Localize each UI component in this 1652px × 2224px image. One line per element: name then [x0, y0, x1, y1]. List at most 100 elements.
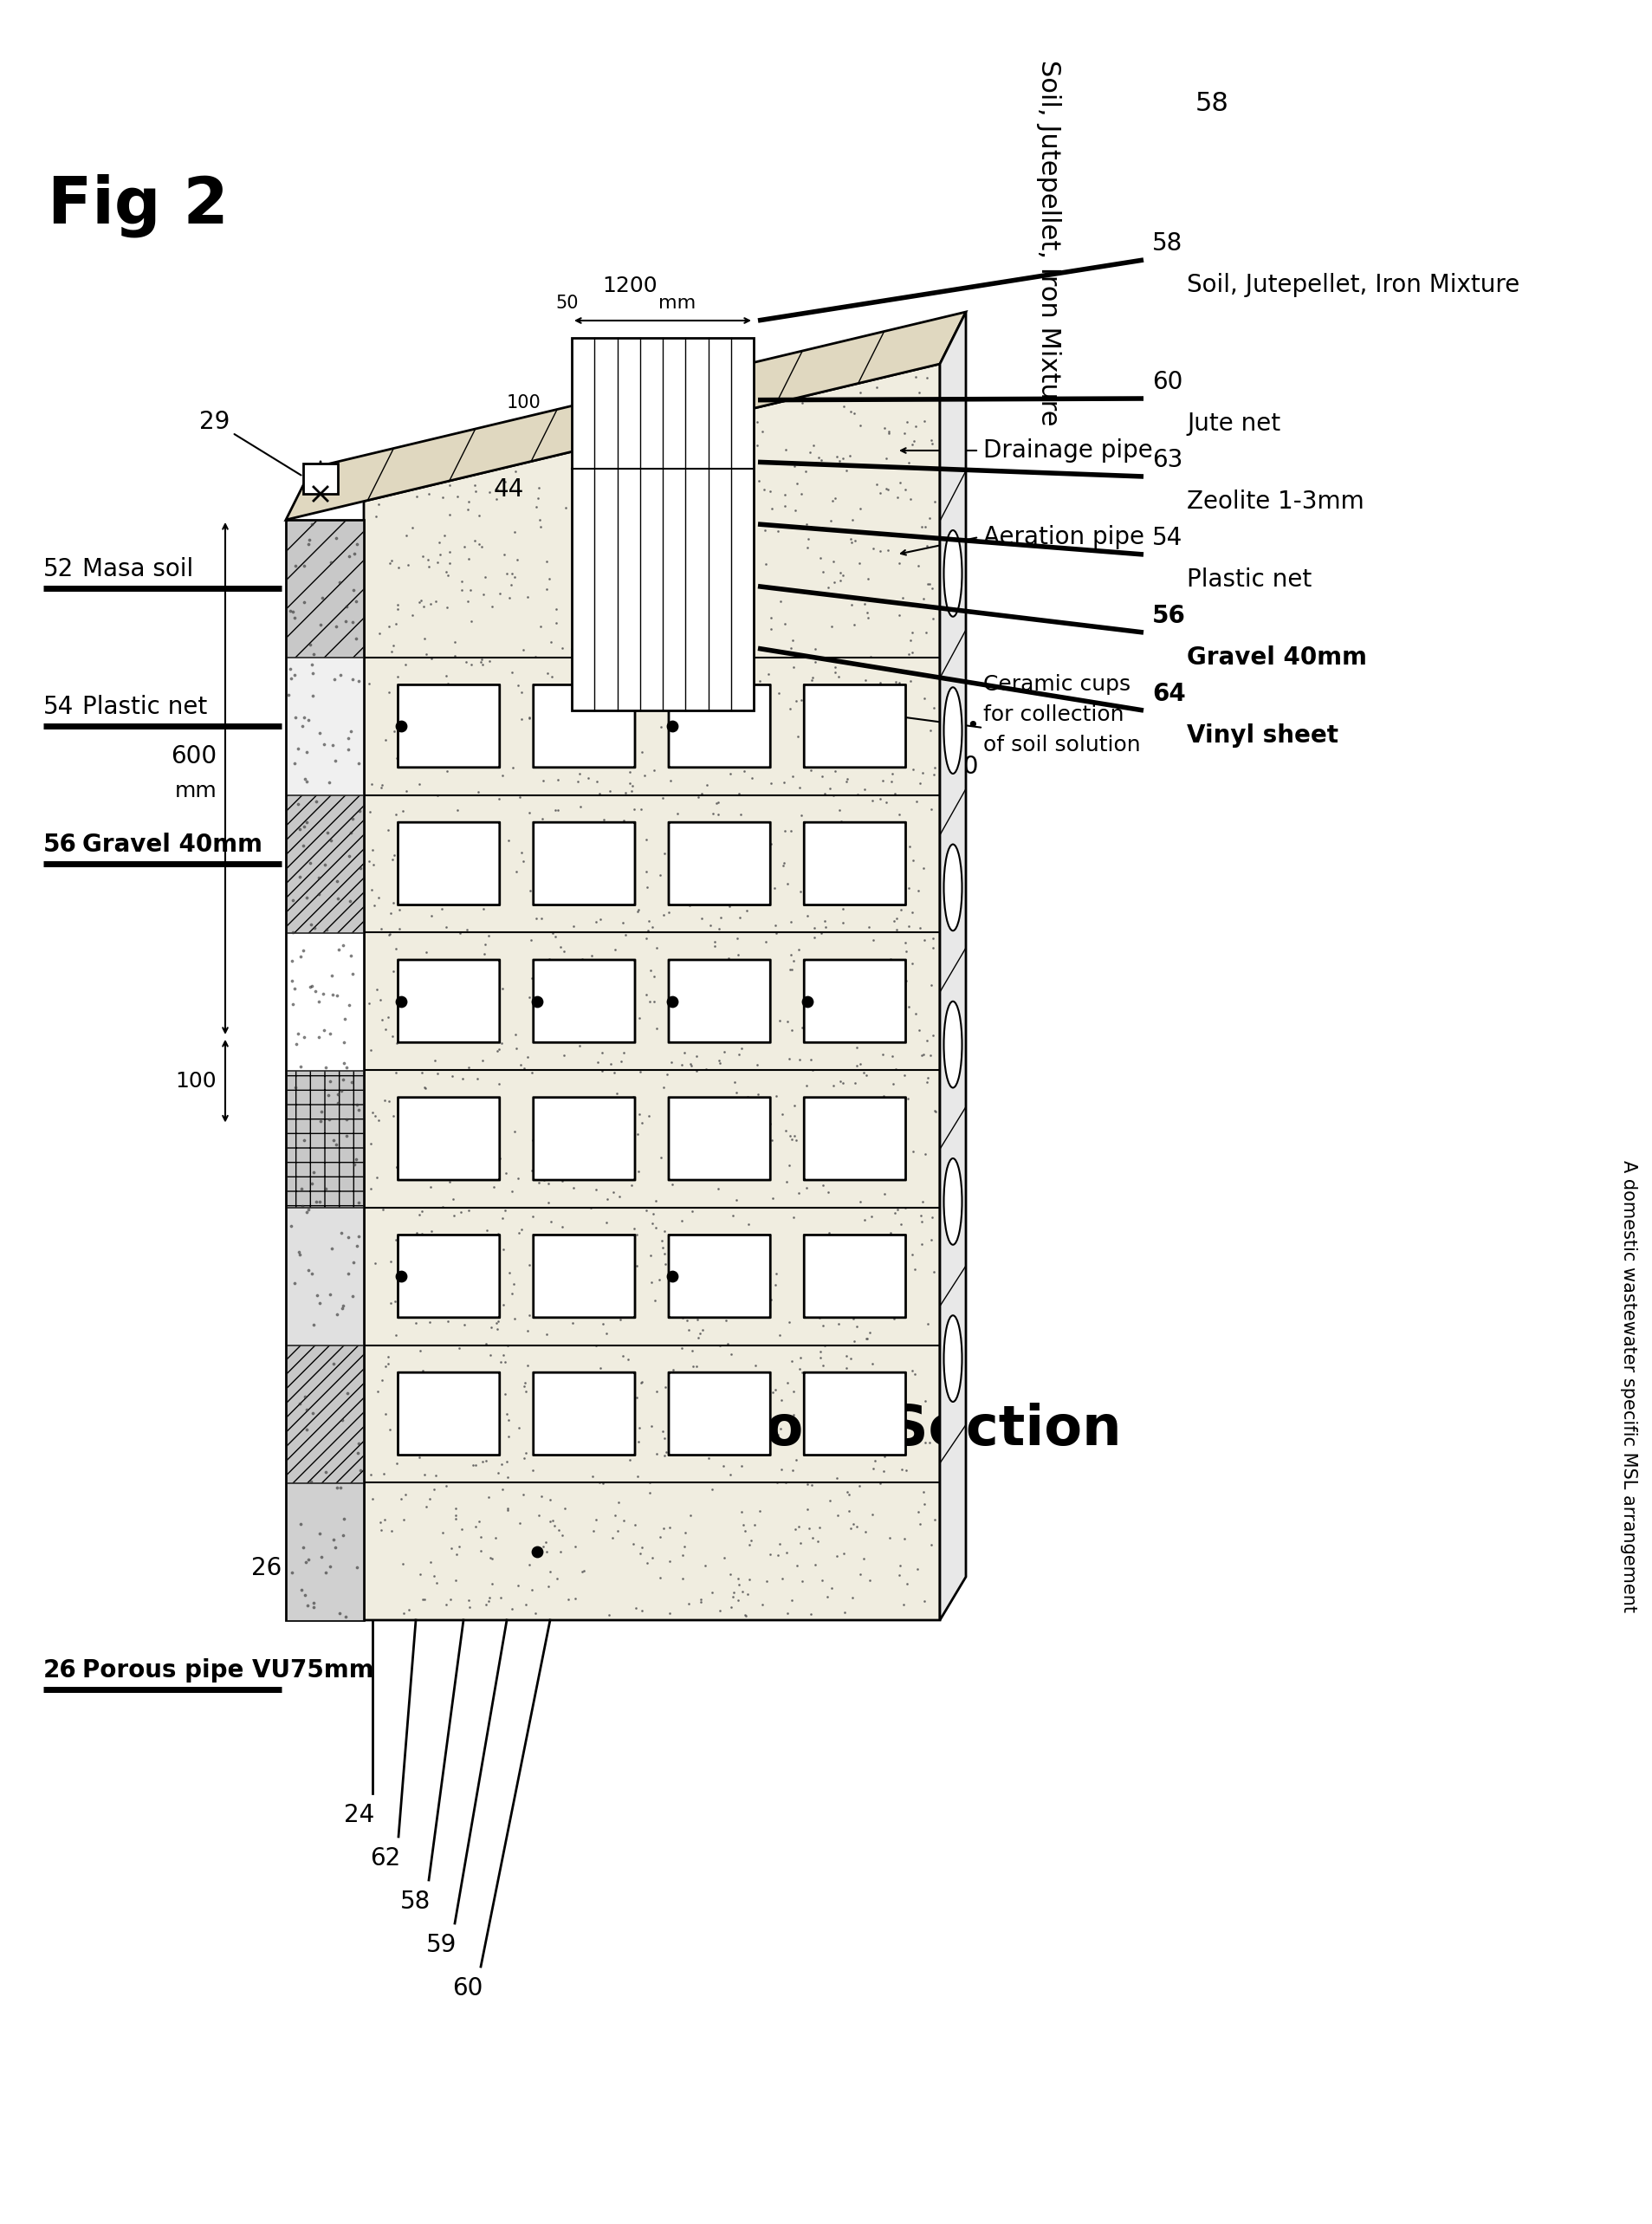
Text: 100: 100: [667, 576, 681, 603]
Point: [344, 1141, 370, 1176]
Point: [306, 983, 332, 1019]
Point: [301, 1308, 327, 1343]
Bar: [287, 932, 363, 1070]
Point: [299, 647, 325, 683]
Text: 52: 52: [43, 558, 74, 583]
Point: [296, 1192, 322, 1228]
Polygon shape: [286, 520, 363, 1619]
Point: [314, 912, 340, 947]
Point: [322, 743, 349, 778]
Bar: [304, 463, 339, 494]
Text: Soil, Jutepellet, Iron Mixture: Soil, Jutepellet, Iron Mixture: [1036, 60, 1061, 425]
Point: [795, 983, 821, 1019]
Point: [279, 594, 306, 629]
FancyBboxPatch shape: [805, 1234, 905, 1317]
Point: [279, 883, 306, 919]
Ellipse shape: [943, 687, 961, 774]
Text: 50: 50: [664, 396, 684, 411]
Text: •: •: [966, 716, 978, 736]
Point: [296, 527, 322, 563]
Point: [294, 881, 320, 916]
Point: [289, 1572, 316, 1608]
Point: [286, 1237, 312, 1272]
Point: [388, 1259, 415, 1294]
Point: [281, 745, 307, 781]
Text: 100: 100: [507, 394, 542, 411]
Point: [344, 1228, 370, 1263]
Point: [279, 1555, 306, 1590]
Text: mm: mm: [175, 781, 216, 803]
Text: 58: 58: [400, 1890, 431, 1915]
Point: [524, 1535, 550, 1570]
Point: [329, 1217, 355, 1252]
Point: [322, 609, 349, 645]
Point: [292, 1194, 319, 1230]
Point: [287, 1050, 314, 1085]
Ellipse shape: [943, 1314, 961, 1401]
Point: [332, 603, 358, 638]
Text: 56: 56: [1151, 605, 1186, 627]
Bar: [287, 658, 363, 794]
Ellipse shape: [943, 1001, 961, 1088]
Point: [279, 943, 306, 979]
Point: [329, 1403, 355, 1439]
Point: [342, 620, 368, 656]
Point: [316, 765, 342, 801]
Point: [299, 1257, 325, 1292]
Point: [294, 734, 320, 770]
Point: [330, 1288, 357, 1323]
Text: 600: 600: [170, 745, 216, 770]
Point: [340, 661, 367, 696]
Point: [306, 861, 332, 896]
Point: [302, 1183, 329, 1219]
Point: [345, 663, 372, 698]
Bar: [287, 1070, 363, 1208]
Point: [292, 1379, 319, 1414]
Point: [334, 1374, 360, 1410]
Text: 58: 58: [1151, 231, 1183, 256]
Point: [291, 1123, 317, 1159]
Point: [292, 1543, 319, 1579]
Point: [306, 876, 332, 912]
Point: [330, 1517, 357, 1552]
Point: [388, 707, 415, 743]
Point: [319, 959, 345, 994]
FancyBboxPatch shape: [805, 823, 905, 905]
Point: [316, 1101, 342, 1136]
Point: [276, 676, 302, 712]
Text: 100: 100: [691, 576, 704, 603]
Text: Zeolite 1-3mm: Zeolite 1-3mm: [1186, 489, 1365, 514]
Point: [339, 956, 365, 992]
Point: [294, 1412, 320, 1448]
Point: [329, 1290, 355, 1326]
Point: [659, 1259, 686, 1294]
FancyBboxPatch shape: [534, 823, 634, 905]
Point: [335, 1254, 362, 1290]
Point: [306, 1019, 332, 1054]
Text: 50: 50: [596, 396, 616, 411]
Text: 42: 42: [425, 438, 454, 463]
Point: [284, 787, 311, 823]
Text: 58: 58: [1196, 91, 1229, 116]
Point: [325, 1076, 352, 1112]
Text: 24: 24: [344, 1804, 375, 1828]
Point: [339, 1065, 365, 1101]
Point: [335, 1219, 362, 1254]
Point: [329, 1072, 355, 1108]
Point: [297, 905, 324, 941]
Text: 100: 100: [623, 576, 634, 603]
Text: 100: 100: [644, 576, 657, 603]
Point: [524, 983, 550, 1019]
Point: [335, 721, 362, 756]
Point: [347, 1452, 373, 1488]
Point: [311, 976, 337, 1012]
Point: [659, 707, 686, 743]
Ellipse shape: [943, 1159, 961, 1245]
Text: A domestic wastewater specific MSL arrangement: A domestic wastewater specific MSL arran…: [1621, 1161, 1637, 1612]
Text: 100: 100: [175, 1070, 216, 1092]
Point: [309, 580, 335, 616]
Point: [287, 1386, 314, 1421]
Point: [342, 536, 368, 572]
Point: [282, 1070, 309, 1105]
Point: [278, 594, 304, 629]
